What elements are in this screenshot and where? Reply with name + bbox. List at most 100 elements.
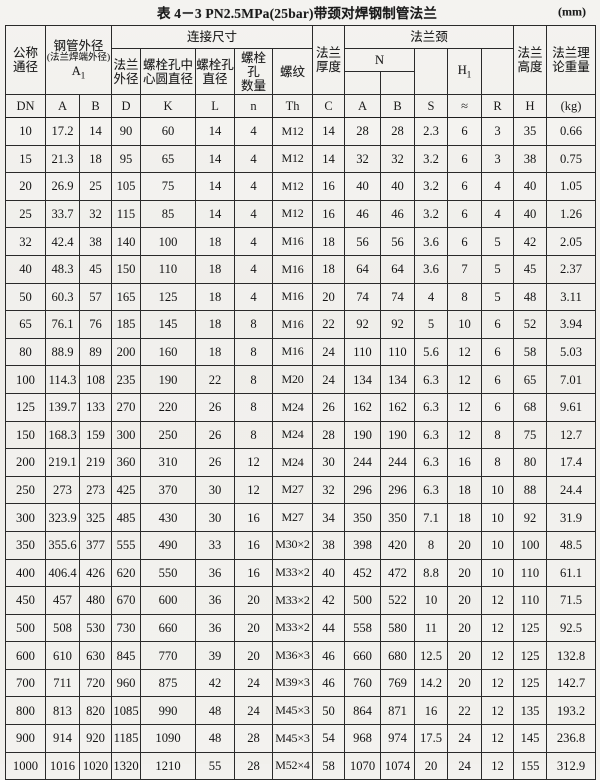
cell-weight: 193.2 — [546, 696, 597, 726]
cell-bolt-hole: 18 — [195, 310, 236, 339]
cell-pipe-a: 914 — [45, 724, 80, 753]
cell-bolt-count: 4 — [234, 199, 274, 229]
cell-neck-a: 500 — [344, 586, 382, 615]
cell-r: 3 — [481, 144, 515, 174]
cell-bolt-hole: 14 — [195, 199, 236, 229]
cell-dn: 80 — [5, 337, 46, 367]
cell-bolt-count: 8 — [234, 310, 274, 339]
cell-neck-b: 40 — [380, 172, 416, 201]
cell-pipe-a: 355.6 — [45, 530, 80, 560]
cell-flange-od: 235 — [111, 365, 142, 394]
cell-pipe-a: 168.3 — [45, 420, 80, 450]
table-row: 150 168.3 159 300 250 26 8 M24 28 190 190 6.3 12 8 75 1… — [5, 420, 597, 450]
cell-dn: 450 — [5, 586, 46, 615]
cell-bolt-circle: 550 — [140, 558, 197, 588]
cell-bolt-circle: 160 — [140, 337, 197, 367]
cell-neck-s: 10 — [414, 586, 449, 615]
cell-h1: 6 — [447, 199, 483, 229]
cell-neck-a: 162 — [344, 392, 382, 422]
cell-pipe-a: 26.9 — [45, 172, 80, 201]
symbol-DN: DN — [5, 94, 46, 118]
cell-bolt-count: 16 — [234, 530, 274, 560]
cell-neck-s: 3.2 — [414, 199, 449, 229]
cell-pipe-a: 508 — [45, 613, 80, 643]
cell-thread: M52×4 — [272, 751, 314, 780]
cell-neck-b: 74 — [380, 282, 416, 312]
cell-pipe-b: 630 — [78, 641, 113, 670]
cell-h1: 7 — [447, 254, 483, 284]
cell-neck-s: 6.3 — [414, 365, 449, 394]
header-bolt-hole-line1: 螺栓孔 — [196, 57, 234, 72]
cell-dn: 300 — [5, 503, 46, 532]
cell-pipe-a: 139.7 — [45, 392, 80, 422]
cell-bolt-count: 4 — [234, 227, 274, 256]
cell-dn: 65 — [5, 310, 46, 339]
cell-bolt-hole: 18 — [195, 337, 236, 367]
cell-flange-od: 360 — [111, 448, 142, 477]
cell-bolt-circle: 1210 — [140, 751, 197, 780]
cell-r: 12 — [481, 613, 515, 643]
header-row-group2: 法兰 外径 螺栓孔中 心圆直径 螺栓孔 直径 螺栓孔 数量 — [6, 48, 596, 95]
cell-r: 12 — [481, 724, 515, 753]
cell-bolt-circle: 145 — [140, 310, 197, 339]
header-pipe-od-line1: 钢管外径 — [53, 39, 104, 54]
cell-thread: M27 — [272, 503, 314, 532]
cell-pipe-b: 57 — [78, 282, 113, 312]
table-head: 公称 通径 钢管外径 (法兰焊端外径) A1 连接尺寸 法兰 厚度 法兰颈 — [5, 25, 597, 118]
cell-bolt-count: 4 — [234, 172, 274, 201]
cell-pipe-b: 273 — [78, 475, 113, 505]
cell-dn: 20 — [5, 172, 46, 201]
cell-dn: 32 — [5, 227, 46, 256]
cell-bolt-circle: 220 — [140, 392, 197, 422]
cell-h1: 12 — [447, 337, 483, 367]
cell-height: 110 — [513, 558, 548, 588]
symbol-n: n — [234, 94, 274, 118]
cell-neck-s: 3.6 — [414, 227, 449, 256]
table-row: 15 21.3 18 95 65 14 4 M12 14 32 32 3.2 6 3 38 0.75 — [5, 144, 597, 174]
header-flange-height-line1: 法兰 — [517, 46, 543, 60]
header-nominal-diameter-line1: 公称 — [12, 46, 38, 60]
cell-bolt-circle: 875 — [140, 668, 197, 698]
cell-weight: 1.26 — [546, 199, 597, 229]
cell-neck-b: 522 — [380, 586, 416, 615]
cell-neck-b: 162 — [380, 392, 416, 422]
cell-flange-od: 1320 — [111, 751, 142, 780]
cell-r: 6 — [481, 392, 515, 422]
symbol-D: D — [111, 94, 142, 118]
cell-h1: 6 — [447, 227, 483, 256]
cell-bolt-circle: 110 — [140, 254, 197, 284]
symbol-H: H — [513, 94, 548, 118]
cell-height: 38 — [513, 144, 548, 174]
table-row: 80 88.9 89 200 160 18 8 M16 24 110 110 5.6 12 6 58 5.03 — [5, 337, 597, 367]
cell-dn: 50 — [5, 282, 46, 312]
symbol-pipe-A: A — [45, 94, 80, 118]
cell-pipe-a: 711 — [45, 668, 80, 698]
cell-bolt-circle: 660 — [140, 613, 197, 643]
cell-bolt-circle: 490 — [140, 530, 197, 560]
cell-height: 48 — [513, 282, 548, 312]
cell-bolt-count: 8 — [234, 420, 274, 450]
cell-neck-s: 8 — [414, 530, 449, 560]
symbol-neck-A: A — [344, 94, 382, 118]
cell-thickness: 28 — [312, 420, 346, 450]
cell-height: 65 — [513, 365, 548, 394]
header-connection-dimensions: 连接尺寸 — [111, 25, 314, 49]
cell-thickness: 38 — [312, 530, 346, 560]
cell-weight: 5.03 — [546, 337, 597, 367]
cell-neck-b: 46 — [380, 199, 416, 229]
cell-neck-s: 20 — [414, 751, 449, 780]
header-thread: 螺纹 — [272, 48, 314, 95]
cell-neck-a: 56 — [344, 227, 382, 256]
cell-neck-a: 864 — [344, 696, 382, 726]
cell-height: 92 — [513, 503, 548, 532]
cell-dn: 25 — [5, 199, 46, 229]
cell-bolt-circle: 100 — [140, 227, 197, 256]
header-neck-S-blank — [414, 48, 449, 95]
cell-h1: 20 — [447, 530, 483, 560]
cell-height: 40 — [513, 199, 548, 229]
cell-bolt-hole: 36 — [195, 586, 236, 615]
cell-pipe-b: 426 — [78, 558, 113, 588]
cell-bolt-hole: 30 — [195, 475, 236, 505]
symbol-pipe-B: B — [78, 94, 113, 118]
cell-weight: 31.9 — [546, 503, 597, 532]
